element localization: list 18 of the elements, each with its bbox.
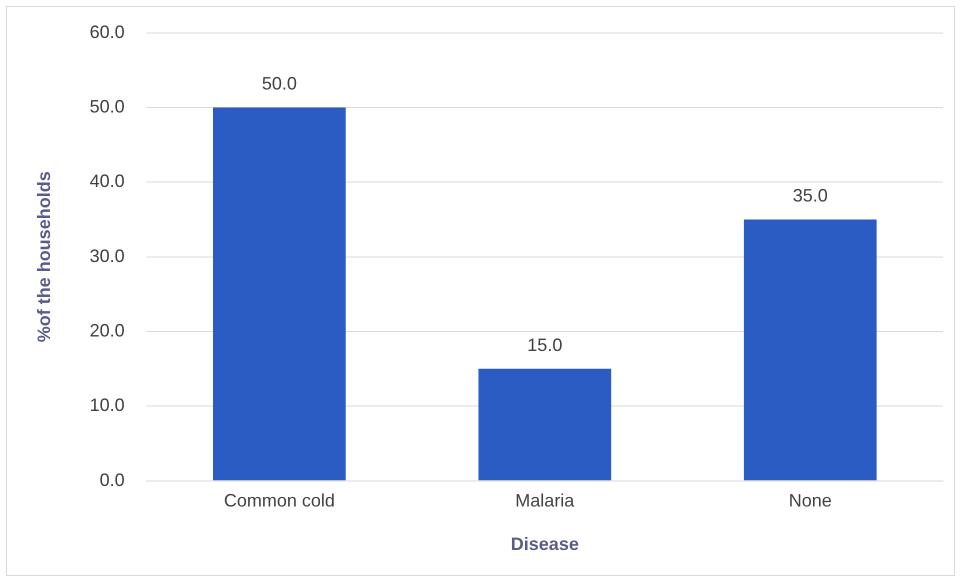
y-tick-label: 40.0 — [90, 171, 125, 192]
y-tick-label: 20.0 — [90, 320, 125, 340]
data-label: 15.0 — [527, 334, 562, 355]
y-axis-title: %of the households — [34, 171, 54, 342]
x-tick-label: Malaria — [515, 490, 576, 511]
data-label: 50.0 — [262, 73, 297, 94]
x-tick-label: None — [788, 490, 832, 511]
y-tick-label: 10.0 — [90, 395, 125, 416]
data-label: 35.0 — [792, 185, 828, 206]
bar — [478, 368, 612, 480]
bar — [212, 107, 346, 480]
bar — [744, 219, 877, 480]
x-tick-label: Common cold — [224, 490, 335, 511]
y-tick-label: 0.0 — [100, 470, 125, 490]
y-tick-label: 50.0 — [90, 96, 125, 116]
y-tick-label: 60.0 — [90, 22, 125, 42]
y-tick-label: 30.0 — [90, 246, 125, 266]
x-axis-title: Disease — [510, 534, 579, 554]
